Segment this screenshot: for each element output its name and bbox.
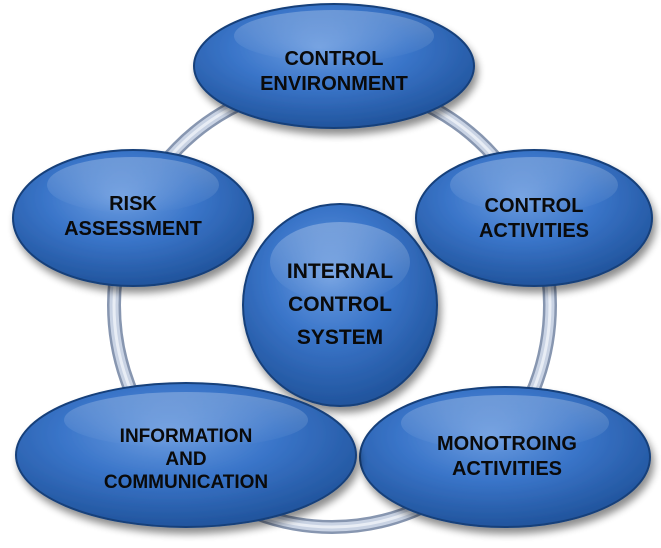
center-node-label: INTERNAL CONTROL SYSTEM: [287, 260, 393, 349]
node-information-communication-label-line: AND: [165, 449, 206, 470]
node-control-environment-label-line: CONTROL: [285, 48, 384, 70]
node-control-activities: [415, 149, 653, 287]
node-information-communication-label-line: INFORMATION: [120, 426, 253, 447]
node-information-communication-label-line: COMMUNICATION: [104, 472, 268, 493]
node-control-activities-label-line: CONTROL: [485, 195, 584, 217]
node-control-environment-label-line: ENVIRONMENT: [260, 73, 408, 95]
node-monitoring-activities: [359, 386, 651, 528]
node-risk-assessment-label-line: RISK: [109, 193, 157, 215]
center-node-internal-control-system: [242, 203, 438, 407]
node-risk-assessment-label-line: ASSESSMENT: [64, 218, 202, 240]
node-monitoring-activities-label-line: ACTIVITIES: [452, 458, 562, 480]
node-information-communication: [15, 382, 357, 528]
node-control-environment: [193, 3, 475, 129]
center-label-line: INTERNAL: [287, 260, 393, 283]
center-label-line: SYSTEM: [297, 326, 383, 349]
center-label-line: CONTROL: [288, 293, 392, 316]
node-risk-assessment: [12, 149, 254, 287]
node-monitoring-activities-label-line: MONOTROING: [437, 433, 577, 455]
node-control-activities-label-line: ACTIVITIES: [479, 220, 589, 242]
